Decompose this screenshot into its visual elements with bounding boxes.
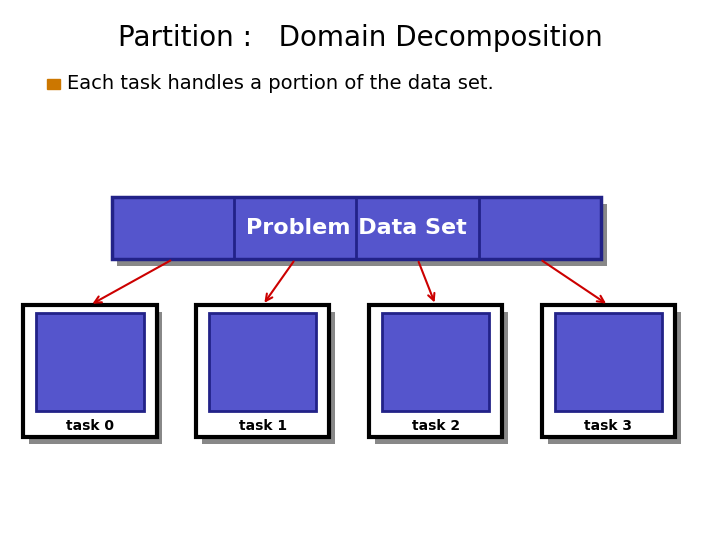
- Text: task 1: task 1: [239, 418, 287, 433]
- Bar: [374, 312, 508, 444]
- Bar: [547, 312, 681, 444]
- Text: task 0: task 0: [66, 418, 114, 433]
- Bar: [112, 197, 601, 259]
- Text: Problem Data Set: Problem Data Set: [246, 218, 467, 238]
- Text: task 3: task 3: [585, 418, 632, 433]
- Text: Each task handles a portion of the data set.: Each task handles a portion of the data …: [67, 74, 494, 93]
- Bar: [541, 305, 675, 437]
- Bar: [209, 313, 317, 411]
- Bar: [196, 305, 329, 437]
- Bar: [382, 313, 490, 411]
- Bar: [369, 305, 503, 437]
- Bar: [202, 312, 335, 444]
- Text: Partition :   Domain Decomposition: Partition : Domain Decomposition: [117, 24, 603, 52]
- Text: task 2: task 2: [412, 418, 459, 433]
- Bar: [29, 312, 162, 444]
- Bar: [117, 204, 607, 266]
- Bar: [36, 313, 144, 411]
- Bar: [554, 313, 662, 411]
- Bar: [47, 79, 60, 89]
- Bar: [23, 305, 157, 437]
